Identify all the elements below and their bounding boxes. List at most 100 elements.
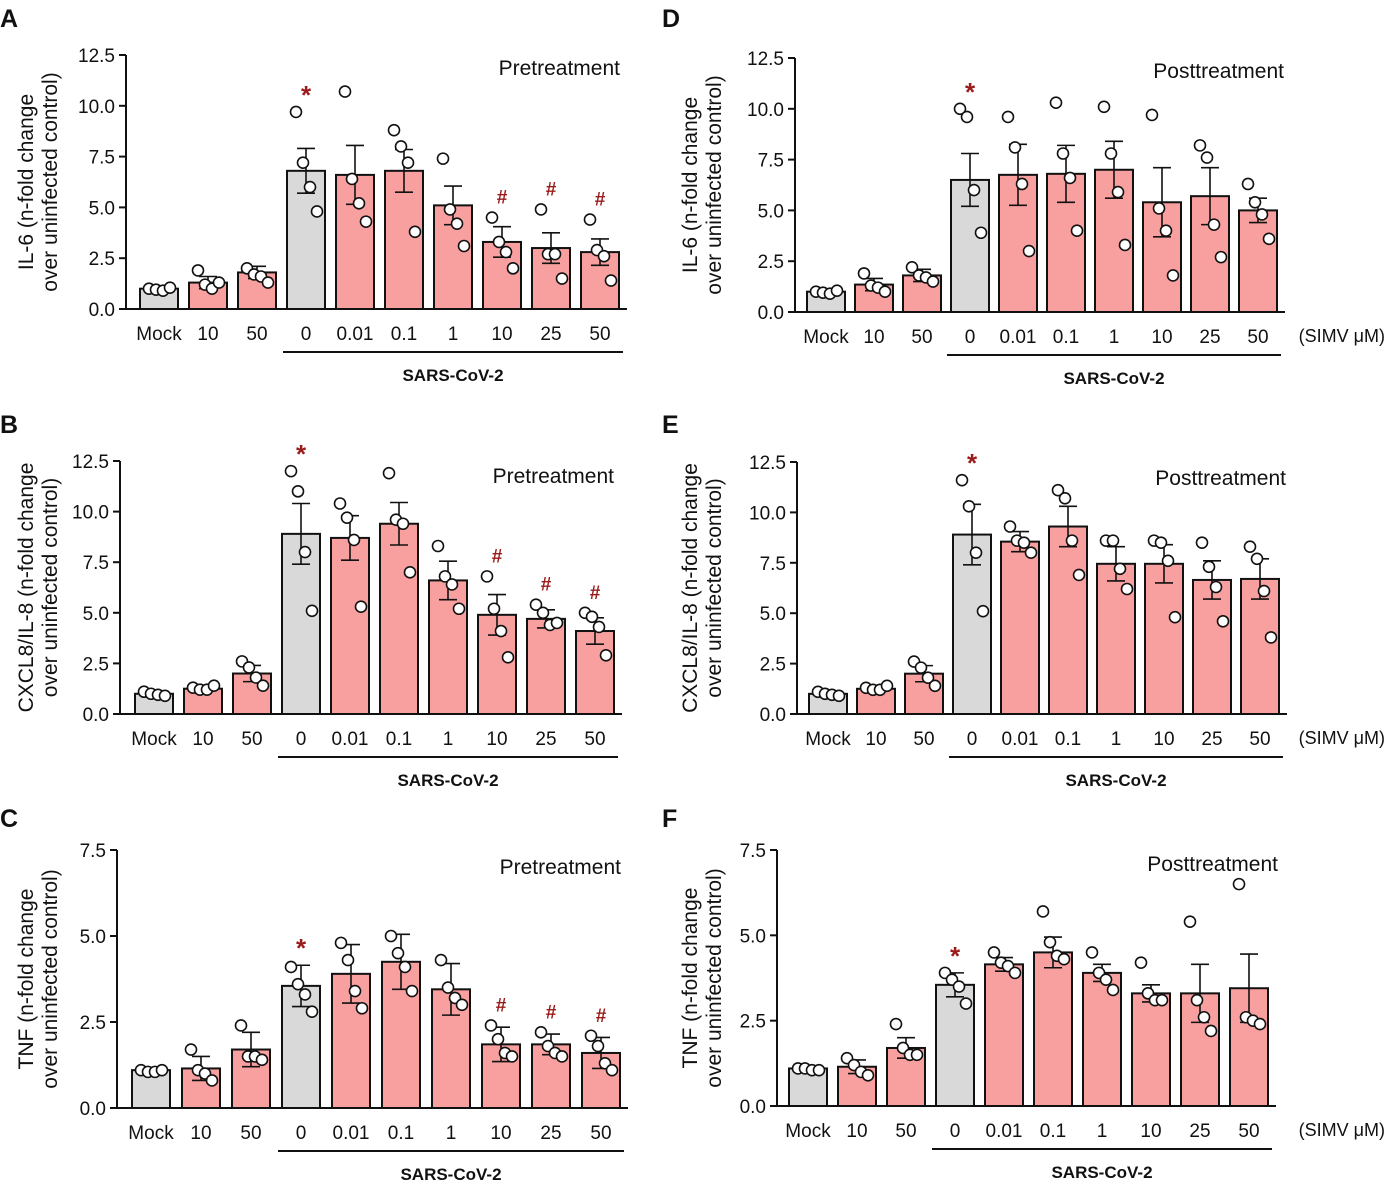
panel-c-data-point <box>434 953 448 967</box>
panel-b-x-tick-label: 0.01 <box>332 729 369 750</box>
panel-b-data-point <box>452 602 466 616</box>
panel-d-data-point <box>1056 147 1070 160</box>
panel-c-data-point <box>284 960 298 974</box>
panel-b-data-point <box>207 679 221 692</box>
panel-e-data-point <box>969 546 983 560</box>
panel-a-y-tick-label: 5.0 <box>89 198 115 219</box>
panel-a-data-point <box>359 215 373 228</box>
panel-e-y-tick-label: 10.0 <box>749 503 786 524</box>
panel-a-data-point <box>212 276 226 289</box>
panel-a-letter: A <box>0 5 18 33</box>
panel-f-data-point <box>952 980 966 993</box>
panel-f-x-tick-label: 25 <box>1189 1121 1210 1142</box>
panel-c-x-tick-label: 50 <box>240 1123 261 1144</box>
panel-c-data-point <box>491 1032 505 1046</box>
panel-a-data-point <box>387 123 401 137</box>
panel-d-data-point <box>1241 177 1255 191</box>
panel-c-ylabel-line: over uninfected control) <box>39 869 62 1088</box>
panel-a-data-point <box>401 156 415 169</box>
panel-c-data-point <box>341 953 355 967</box>
panel-b-x-tick-label: 0.1 <box>386 729 412 750</box>
panel-b-data-point <box>396 517 410 531</box>
panel-c-significance-hash: # <box>596 1006 607 1027</box>
panel-a-data-point <box>534 203 548 216</box>
panel-f-x-tick-label: 0.01 <box>986 1121 1023 1142</box>
panel-c-data-point <box>184 1043 198 1056</box>
panel-d-data-point <box>1166 269 1180 282</box>
panel-e-data-point <box>1264 631 1278 644</box>
panel-f-data-point <box>1008 966 1022 980</box>
panel-b-y-tick-label: 10.0 <box>72 503 109 524</box>
panel-b-data-point <box>403 566 417 579</box>
panel-a-data-point <box>289 105 303 119</box>
panel-a-data-point <box>597 249 611 263</box>
panel-e-data-point <box>1257 584 1271 598</box>
panel-b-x-tick-label: Mock <box>131 729 177 750</box>
panel-d-x-tick-label: 25 <box>1199 327 1220 348</box>
panel-a-significance-hash: # <box>546 179 557 200</box>
panel-a-data-point <box>408 225 422 239</box>
panel-e-title: Posttreatment <box>1155 467 1286 490</box>
panel-d-data-point <box>1104 147 1118 160</box>
panel-f-y-tick-label: 0.0 <box>740 1097 766 1118</box>
panel-b-data-point <box>347 533 361 547</box>
panel-b-data-point <box>305 604 319 618</box>
panel-a-data-point <box>443 203 457 216</box>
panel-a-data-point <box>345 172 359 186</box>
panel-e-bar <box>1000 540 1040 716</box>
panel-c-data-point <box>591 1039 605 1053</box>
panel-d-data-point <box>1152 202 1166 215</box>
panel-f-y-tick-label: 2.5 <box>740 1012 766 1033</box>
panel-b-title: Pretreatment <box>493 465 615 488</box>
panel-e-data-point <box>928 679 942 693</box>
panel-d-data-point <box>1111 185 1125 199</box>
panel-e-data-point <box>1195 536 1209 549</box>
panel-e-data-point <box>1058 491 1072 505</box>
panel-e-group-label: SARS-CoV-2 <box>1065 771 1166 790</box>
panel-e-data-point <box>1209 580 1223 594</box>
panel-a-x-tick-label: 10 <box>197 324 218 345</box>
panel-f-data-point <box>1036 905 1050 918</box>
panel-c-letter: C <box>0 805 18 833</box>
panel-c-x-tick-label: 0.01 <box>333 1123 370 1144</box>
panel-c-data-point <box>484 1019 498 1032</box>
panel-d-x-tick-label: 50 <box>1247 327 1268 348</box>
panel-d-y-tick-label: 2.5 <box>758 252 784 273</box>
panel-d-data-point <box>926 275 940 288</box>
panel-e-data-point <box>1113 562 1127 576</box>
panel-f-title: Posttreatment <box>1147 853 1278 876</box>
panel-b-data-point <box>333 497 347 510</box>
panel-e-data-point <box>1017 536 1031 549</box>
panel-a-data-point <box>485 211 499 224</box>
panel-f-x-tick-label: 10 <box>1140 1121 1161 1142</box>
panel-c-y-tick-label: 2.5 <box>80 1013 106 1034</box>
panel-a-title: Pretreatment <box>499 57 621 80</box>
panel-a-data-point <box>310 205 324 218</box>
panel-c-data-point <box>584 1029 598 1043</box>
panel-f-unit-label: (SIMV μM) <box>1299 1120 1385 1140</box>
panel-e-data-point <box>1168 610 1182 624</box>
panel-e-x-tick-label: 50 <box>1249 729 1270 750</box>
panel-f-ylabel-line: TNF (n-fold change <box>679 888 702 1069</box>
panel-c-data-point <box>205 1074 219 1087</box>
panel-e-ylabel-line: over uninfected control) <box>703 478 726 697</box>
panel-d-data-point <box>1193 139 1207 152</box>
panel-e-y-tick-label: 0.0 <box>760 705 786 726</box>
panel-c-title: Pretreatment <box>500 856 622 879</box>
panel-a-group-label: SARS-CoV-2 <box>402 366 503 385</box>
panel-a-data-point <box>450 217 464 230</box>
panel-b-bar <box>330 536 370 715</box>
panel-e-bar <box>1240 577 1280 715</box>
panel-b-y-tick-label: 7.5 <box>83 553 109 574</box>
panel-c-data-point <box>405 984 419 998</box>
panel-b-y-tick-label: 2.5 <box>83 654 109 675</box>
panel-e-y-tick-label: 5.0 <box>760 604 786 625</box>
panel-e-bar <box>1048 525 1088 716</box>
panel-a-significance-star: * <box>301 80 312 110</box>
panel-f-data-point <box>1155 993 1169 1007</box>
panel-d-unit-label: (SIMV μM) <box>1299 326 1385 346</box>
panel-e-y-tick-label: 12.5 <box>749 453 786 474</box>
panel-c-data-point <box>355 1001 369 1015</box>
panel-c-y-tick-label: 0.0 <box>80 1099 106 1120</box>
